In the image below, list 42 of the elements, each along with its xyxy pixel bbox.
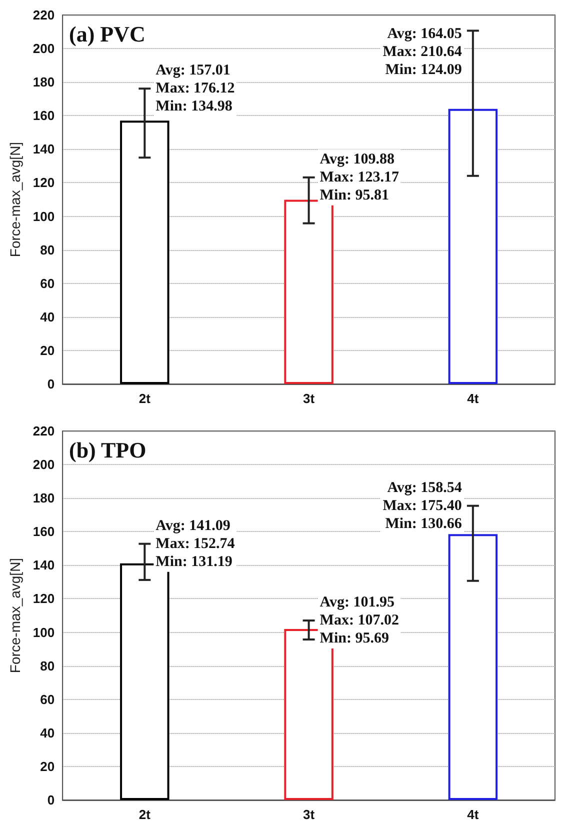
y-tick-label: 220 <box>32 8 55 22</box>
y-tick-label: 0 <box>47 376 55 392</box>
x-tick-label: 3t <box>303 807 316 822</box>
annotation: Avg: 109.88 Max: 123.17 Min: 95.81 <box>320 151 400 204</box>
y-tick-label: 60 <box>40 276 55 291</box>
y-tick-label: 120 <box>32 175 55 190</box>
x-tick-label: 2t <box>138 807 152 822</box>
y-tick-label: 0 <box>47 792 55 808</box>
y-tick-label: 120 <box>32 591 55 606</box>
y-tick-label: 140 <box>32 558 55 573</box>
y-tick-label: 20 <box>40 758 55 774</box>
bar <box>448 108 498 384</box>
chart-title: (a) PVC <box>69 22 146 46</box>
y-tick-label: 60 <box>40 692 55 707</box>
annotation: Avg: 101.95 Max: 107.02 Min: 95.69 <box>320 594 399 646</box>
annotation: Avg: 157.01 Max: 176.12 Min: 134.98 <box>156 62 235 115</box>
y-tick-label: 180 <box>32 74 55 90</box>
x-tick-label: 2t <box>138 391 152 406</box>
y-tick-label: 220 <box>32 424 55 438</box>
y-axis-title: Force-max_avg[N] <box>7 558 23 674</box>
y-tick-label: 80 <box>40 658 55 674</box>
y-tick-label: 160 <box>32 108 55 124</box>
chart-title: (b) TPO <box>69 438 146 462</box>
y-tick-label: 200 <box>32 457 55 472</box>
annotation: Avg: 158.54 Max: 175.40 Min: 130.66 <box>382 480 462 532</box>
y-axis-title: Force-max_avg[N] <box>7 142 23 258</box>
y-tick-label: 200 <box>32 41 55 56</box>
y-tick-label: 20 <box>40 342 55 358</box>
y-tick-label: 100 <box>32 208 55 224</box>
x-tick-label: 3t <box>303 391 316 406</box>
y-tick-label: 80 <box>40 242 55 258</box>
bar <box>120 120 170 384</box>
annotation: Avg: 164.05 Max: 210.64 Min: 124.09 <box>382 26 462 78</box>
annotation: Avg: 141.09 Max: 152.74 Min: 131.19 <box>156 518 236 570</box>
x-tick-label: 4t <box>467 807 480 822</box>
y-tick-label: 140 <box>32 142 55 157</box>
y-tick-label: 180 <box>32 490 55 506</box>
x-tick-label: 4t <box>467 391 480 406</box>
y-tick-label: 160 <box>32 524 55 540</box>
y-tick-label: 40 <box>40 309 55 324</box>
y-tick-label: 40 <box>40 725 55 740</box>
y-tick-label: 100 <box>32 624 55 640</box>
